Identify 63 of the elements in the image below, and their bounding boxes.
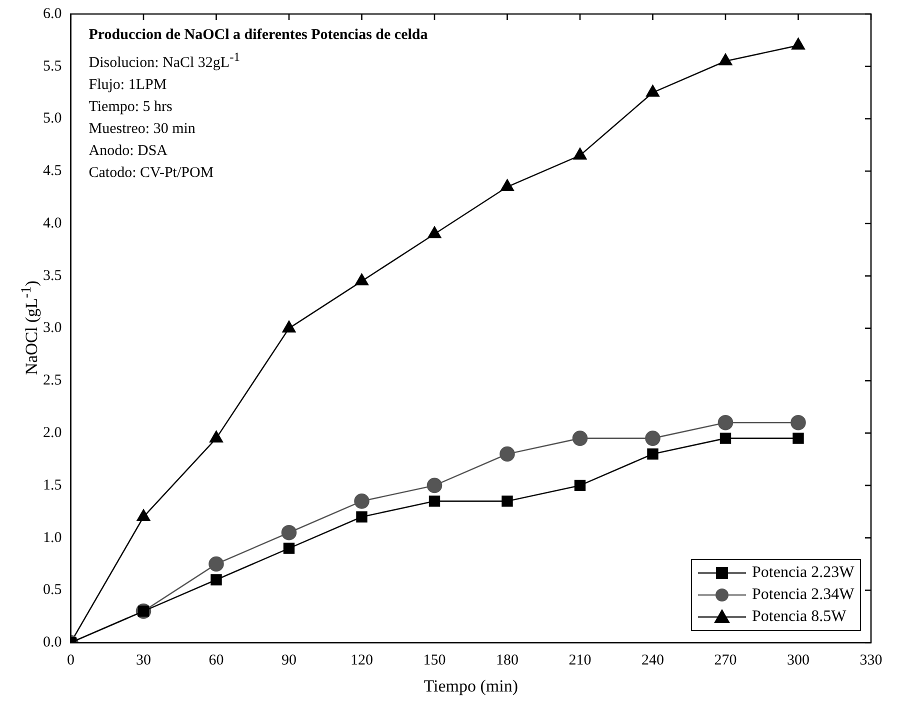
point [792,38,805,50]
point [718,53,732,66]
x-tick-label: 60 [208,652,224,669]
y-tick-label: 0.5 [43,582,62,598]
point [718,414,734,430]
point [647,448,658,460]
point [500,179,514,192]
y-tick-label: 3.0 [43,320,62,336]
y-tick-label: 5.0 [43,110,62,127]
point [720,432,732,444]
point [428,226,442,238]
legend-label: Potencia 2.34W [752,585,854,606]
x-tick-label: 240 [642,652,664,669]
x-tick-label: 180 [496,652,518,669]
y-tick-label: 1.5 [43,477,62,494]
x-tick-label: 270 [714,652,737,669]
y-tick-label: 2.0 [43,425,62,442]
legend-label: Potencia 8.5W [752,607,846,628]
y-tick-label: 5.5 [43,58,62,74]
point [208,556,224,572]
annotation: Tiempo: 5 hrs [88,98,174,117]
point [646,84,660,97]
point [574,480,586,492]
point [502,496,513,507]
annotation: Disolucion: NaCl 32gL$^{-1}$ [88,49,241,73]
point [645,430,660,446]
point [283,542,295,554]
x-tick-label: 210 [568,652,592,669]
point [792,432,804,444]
x-tick-label: 0 [67,652,74,669]
x-axis-title: Tiempo (min) [424,676,518,696]
annotation: Muestreo: 30 min [88,120,196,139]
y-tick-label: 4.5 [43,163,62,180]
annotation: Catodo: CV-Pt/POM [88,164,215,183]
annotation: Anodo: DSA [88,142,169,161]
x-tick-label: 150 [423,652,446,669]
point [355,274,368,286]
y-tick-label: 4.0 [43,215,62,232]
legend-label: Potencia 2.23W [752,563,854,584]
y-tick-label: 1.0 [43,530,62,546]
y-tick-label: 0.0 [43,634,62,651]
point [356,511,368,522]
y-tick-label: 2.5 [43,372,62,389]
point [210,430,223,442]
y-tick-label: 6.0 [43,6,62,22]
point [573,148,587,160]
annotation: Flujo: 1LPM [88,76,168,95]
point [354,494,370,509]
point [572,430,588,446]
x-tick-label: 330 [860,652,882,669]
point [428,496,440,507]
point [210,574,222,586]
point [281,524,297,540]
point [790,414,806,430]
x-tick-label: 120 [350,652,373,669]
x-tick-label: 30 [136,652,151,669]
point [282,320,296,332]
point [426,478,442,494]
text: Produccion de NaOCl a diferentes Potencias de celda [88,26,428,45]
point [500,446,515,462]
x-tick-label: 300 [787,652,810,669]
y-tick-label: 3.5 [43,268,62,284]
x-tick-label: 90 [282,652,296,669]
